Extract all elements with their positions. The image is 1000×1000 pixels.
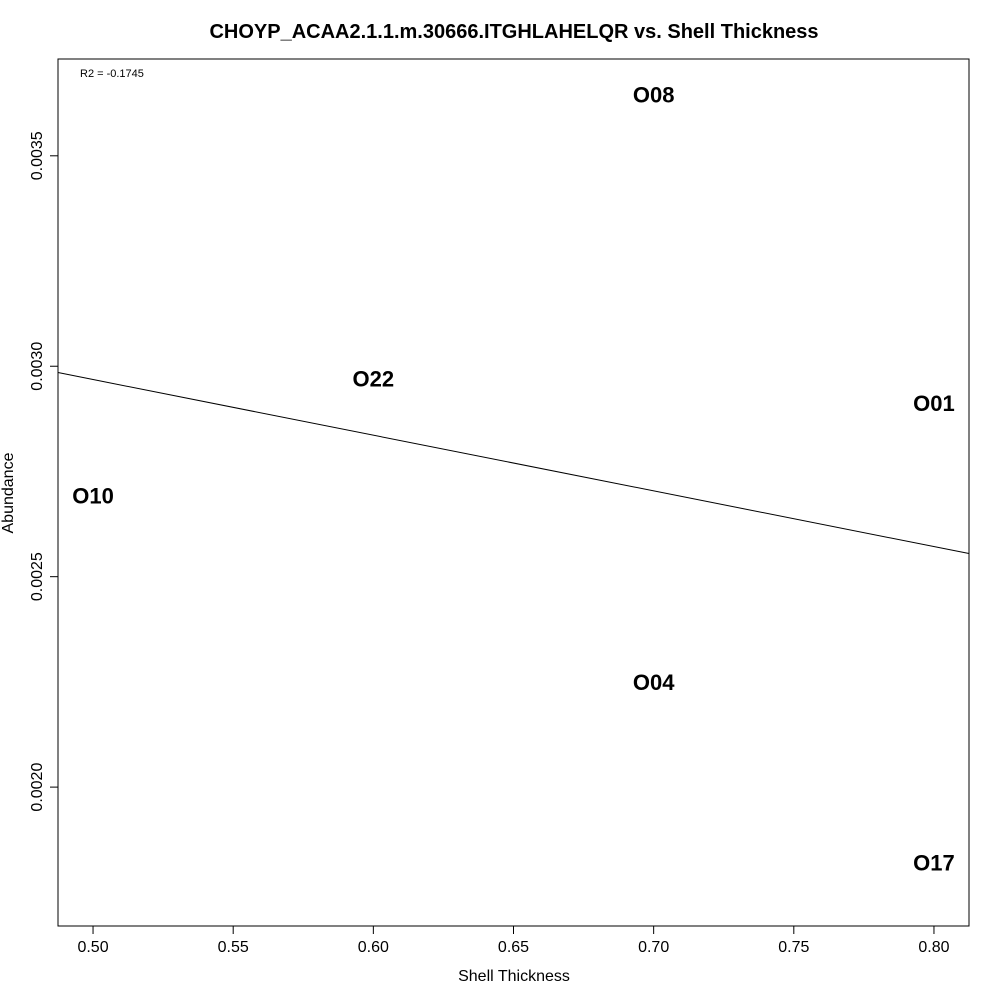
plot-frame [57,58,970,927]
y-tick-label: 0.0020 [29,763,46,812]
r2-annotation: R2 = -0.1745 [80,68,144,80]
x-tick-label: 0.50 [77,939,108,956]
y-axis-label: Abundance [0,452,17,533]
point-label-o04: O04 [633,670,675,695]
x-tick-label: 0.55 [218,939,249,956]
x-tick-label: 0.60 [358,939,389,956]
chart-title: CHOYP_ACAA2.1.1.m.30666.ITGHLAHELQR vs. … [209,21,818,43]
point-label-o01: O01 [913,391,955,416]
point-label-o08: O08 [633,82,675,107]
x-axis: 0.50 0.55 0.60 0.65 0.70 0.75 0.80 [77,925,950,956]
y-tick-label: 0.0035 [29,131,46,180]
regression-line [57,372,970,555]
y-axis: 0.0020 0.0025 0.0030 0.0035 [29,131,59,812]
point-label-o10: O10 [72,483,114,508]
y-tick-label: 0.0030 [29,342,46,391]
x-tick-label: 0.70 [638,939,669,956]
x-axis-label: Shell Thickness [458,968,570,985]
y-tick-label: 0.0025 [29,552,46,601]
x-tick-label: 0.65 [498,939,529,956]
x-tick-label: 0.75 [778,939,809,956]
point-labels: O08 O22 O01 O10 O04 O17 [72,82,955,875]
point-label-o22: O22 [353,366,395,391]
x-tick-label: 0.80 [918,939,949,956]
point-label-o17: O17 [913,850,955,875]
